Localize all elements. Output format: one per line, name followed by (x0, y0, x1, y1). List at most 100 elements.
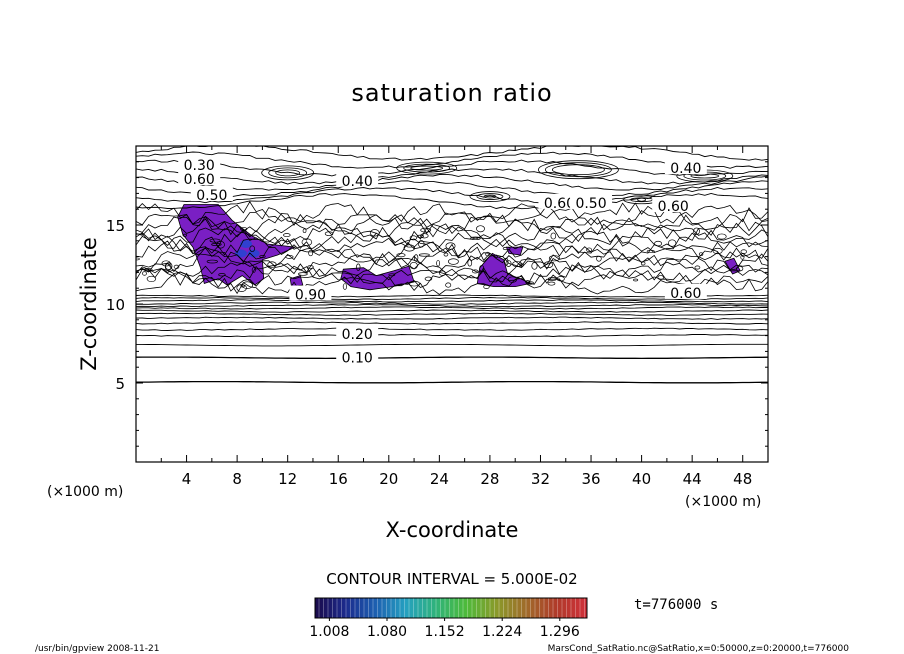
contour-loop (740, 254, 745, 260)
contour-loop (596, 255, 602, 262)
x-tick-label: 28 (480, 470, 499, 488)
contour-loop (443, 252, 449, 257)
contour-loop (445, 282, 452, 288)
contour-loop (302, 228, 307, 234)
contour-loop (356, 263, 361, 271)
contour-label: 0.60 (670, 286, 701, 302)
contour-label-bg (652, 197, 695, 213)
footer-right: MarsCond_SatRatio.nc@SatRatio,x=0:50000,… (548, 644, 850, 654)
contour-loop (388, 273, 396, 277)
contour-loop (420, 227, 432, 233)
contour-loop (547, 281, 556, 286)
colorbar-frame (314, 597, 588, 619)
contour-loop (164, 263, 172, 271)
contour-line (136, 206, 768, 231)
contour-label: 0.60 (658, 199, 689, 215)
contour-line (136, 343, 768, 347)
contour-loop (646, 249, 655, 253)
x-tick-label: 16 (329, 470, 348, 488)
contour-loop (525, 280, 530, 285)
time-label: t=776000 s (634, 597, 718, 613)
contour-loop (448, 258, 459, 265)
contour-loop (637, 197, 646, 202)
contour-label: 0.40 (670, 161, 701, 177)
contour-loop (420, 233, 429, 239)
contour-loop (308, 249, 314, 257)
contour-loop (654, 240, 663, 247)
supersaturated-regions (177, 204, 741, 291)
contour-label: 0.20 (342, 327, 373, 343)
contour-loop (142, 271, 147, 276)
contour-line (136, 246, 768, 269)
contour-line (136, 217, 768, 243)
contour-loop (418, 253, 430, 257)
contour-loop (285, 254, 294, 259)
contour-line (136, 304, 768, 308)
contour-line (136, 159, 768, 177)
x-axis-label: X-coordinate (386, 518, 519, 542)
contour-label-bg (336, 348, 379, 364)
contour-loop (342, 283, 348, 290)
contour-line (136, 296, 768, 300)
contour-line (136, 201, 768, 225)
contour-loop (408, 280, 420, 287)
y-tick-label: 15 (106, 217, 125, 235)
contour-loop (173, 264, 180, 269)
contour-label-bg (570, 193, 613, 209)
x-tick-label: 48 (733, 470, 752, 488)
contour-line (136, 193, 768, 210)
x-tick-label: 8 (232, 470, 242, 488)
contour-line (136, 299, 768, 303)
contour-line (136, 356, 768, 360)
contour-line (136, 212, 768, 236)
contour-loop (307, 265, 314, 269)
contour-loop (216, 240, 225, 249)
contour-loop (556, 276, 565, 282)
contour-line (136, 301, 768, 305)
x-tick-label: 44 (683, 470, 702, 488)
contour-loop (424, 276, 433, 281)
colorbar-tick-label: 1.080 (367, 624, 407, 640)
contour-loop (249, 245, 256, 252)
contour-loop (503, 257, 509, 266)
contour-loop (526, 281, 534, 285)
colorbar-tick-label: 1.224 (482, 624, 522, 640)
contour-label: 0.10 (342, 351, 373, 367)
contour-loop (211, 243, 222, 246)
colorbar: 1.008 1.080 1.152 1.224 1.296 (309, 597, 588, 640)
contour-loop (261, 165, 315, 181)
contour-label-bg (664, 283, 707, 299)
contour-label-bg (664, 159, 707, 175)
contour-line (136, 272, 768, 295)
contour-loop (268, 167, 308, 179)
contour-loop (694, 265, 701, 270)
contour-loop (548, 255, 560, 262)
region-peak (239, 239, 252, 248)
contour-loop (531, 262, 538, 270)
contour-loop (206, 259, 218, 264)
contour-line (136, 180, 768, 198)
contour-line (136, 380, 768, 384)
contour-label-bg (289, 285, 332, 301)
contour-label-bg (190, 185, 233, 201)
contour-label: 0.40 (342, 174, 373, 190)
contour-loop (505, 260, 512, 267)
contour-loop (476, 193, 504, 200)
x-unit-right: (×1000 m) (685, 494, 761, 510)
contour-loop (641, 261, 646, 266)
contour-line (136, 327, 768, 331)
contour-loop (209, 238, 221, 243)
y-tick-label: 10 (106, 296, 125, 314)
contour-loop (413, 254, 419, 262)
contour-loop (698, 252, 704, 256)
contour-loop (470, 236, 481, 241)
x-tick-label: 20 (379, 470, 398, 488)
contour-label: 0.90 (295, 288, 326, 304)
contour-line (136, 151, 768, 169)
contour-loop (409, 261, 418, 270)
y-axis-ticks: 5 10 15 (106, 161, 768, 447)
contour-loop (396, 253, 406, 258)
contour-label-bg (178, 155, 221, 171)
contour-interval: CONTOUR INTERVAL = 5.000E-02 (326, 570, 577, 588)
contour-loop (668, 239, 677, 247)
